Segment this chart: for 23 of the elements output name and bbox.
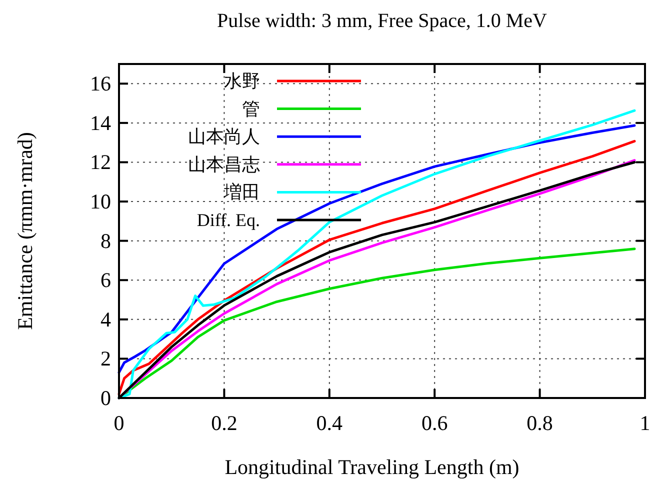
x-tick-label: 0.2: [211, 411, 238, 435]
legend-label: Diff. Eq.: [196, 210, 260, 230]
x-tick-label: 1: [640, 411, 650, 435]
y-tick-label: 6: [100, 268, 111, 292]
y-tick-label: 16: [90, 72, 111, 96]
y-tick-label: 8: [100, 228, 111, 253]
x-tick-label: 0.6: [421, 411, 448, 435]
y-tick-label: 10: [90, 190, 111, 214]
legend-label: 増田: [223, 182, 260, 202]
legend-label: 管: [242, 98, 260, 119]
chart-title: Pulse width: 3 mm, Free Space, 1.0 MeV: [217, 10, 548, 32]
x-tick-label: 0.8: [526, 411, 553, 435]
y-tick-label: 2: [100, 346, 111, 371]
y-tick-label: 14: [90, 110, 112, 135]
y-tick-label: 0: [100, 386, 111, 410]
legend-label: 山本尚人: [188, 126, 260, 147]
y-tick-label: 12: [90, 150, 111, 174]
x-tick-label: 0.4: [316, 411, 344, 435]
x-axis-title: Longitudinal Traveling Length (m): [224, 455, 520, 479]
legend-label: 水野: [224, 71, 260, 91]
y-tick-label: 4: [100, 307, 112, 332]
y-axis-title: Emittance (πmm·mrad): [13, 132, 37, 330]
legend-label: 山本昌志: [188, 154, 260, 174]
